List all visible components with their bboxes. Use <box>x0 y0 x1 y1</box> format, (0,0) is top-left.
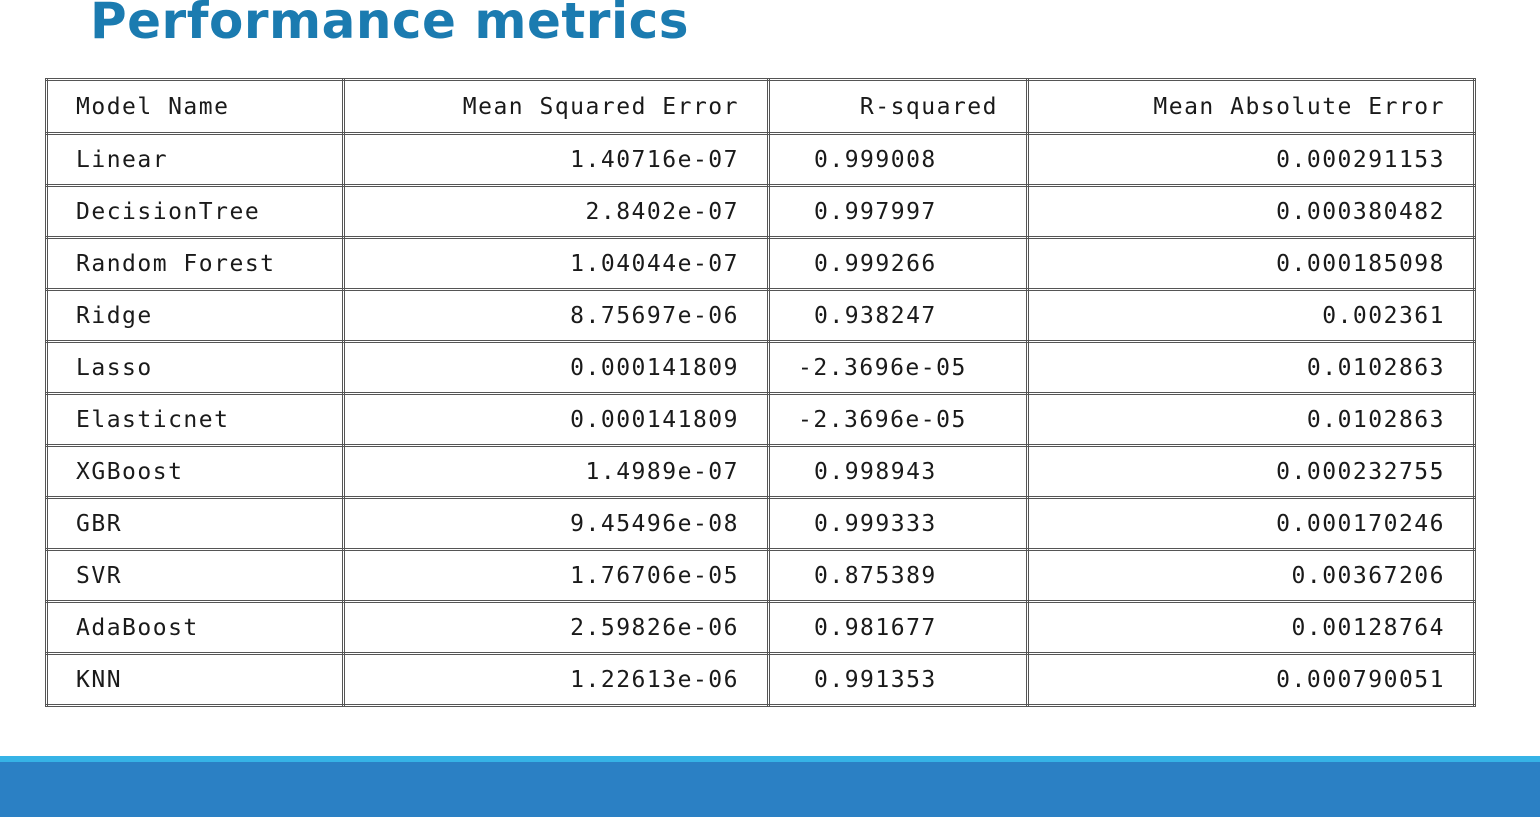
cell-mean-squared-error: 2.8402e-07 <box>342 184 770 239</box>
cell-mean-squared-error: 2.59826e-06 <box>342 600 770 655</box>
table-row: DecisionTree 2.8402e-07 0.997997 0.00038048… <box>45 184 1476 239</box>
table-row: Random Forest 1.04044e-07 0.999266 0.000185… <box>45 236 1476 291</box>
cell-model-name: AdaBoost <box>45 600 345 655</box>
table-row: Ridge 8.75697e-06 0.938247 0.002361 <box>45 288 1476 343</box>
cell-model-name: XGBoost <box>45 444 345 499</box>
cell-mean-absolute-error: 0.000291153 <box>1026 132 1476 187</box>
cell-r-squared: 0.998943 <box>767 444 1029 499</box>
table-row: Elasticnet 0.000141809 -2.3696e-05 0.010286… <box>45 392 1476 447</box>
page-title: Performance metrics <box>90 0 689 50</box>
cell-mean-absolute-error: 0.000185098 <box>1026 236 1476 291</box>
cell-mean-absolute-error: 0.000232755 <box>1026 444 1476 499</box>
cell-mean-absolute-error: 0.00128764 <box>1026 600 1476 655</box>
table-row: XGBoost 1.4989e-07 0.998943 0.000232755 <box>45 444 1476 499</box>
cell-mean-absolute-error: 0.000380482 <box>1026 184 1476 239</box>
cell-model-name: KNN <box>45 652 345 707</box>
cell-model-name: GBR <box>45 496 345 551</box>
header-model-name: Model Name <box>45 78 345 135</box>
table-header-row: Model Name Mean Squared Error R-squared … <box>45 78 1476 135</box>
cell-r-squared: 0.999333 <box>767 496 1029 551</box>
cell-mean-squared-error: 0.000141809 <box>342 392 770 447</box>
cell-r-squared: -2.3696e-05 <box>767 392 1029 447</box>
cell-model-name: Random Forest <box>45 236 345 291</box>
cell-model-name: SVR <box>45 548 345 603</box>
table-row: KNN 1.22613e-06 0.991353 0.000790051 <box>45 652 1476 707</box>
header-mean-absolute-error: Mean Absolute Error <box>1026 78 1476 135</box>
cell-mean-squared-error: 1.40716e-07 <box>342 132 770 187</box>
cell-mean-absolute-error: 0.0102863 <box>1026 340 1476 395</box>
cell-r-squared: -2.3696e-05 <box>767 340 1029 395</box>
metrics-table-container: Model Name Mean Squared Error R-squared … <box>45 78 1476 707</box>
cell-mean-squared-error: 9.45496e-08 <box>342 496 770 551</box>
cell-mean-squared-error: 1.04044e-07 <box>342 236 770 291</box>
cell-model-name: Linear <box>45 132 345 187</box>
metrics-table: Model Name Mean Squared Error R-squared … <box>45 78 1476 707</box>
cell-mean-squared-error: 1.4989e-07 <box>342 444 770 499</box>
cell-mean-absolute-error: 0.002361 <box>1026 288 1476 343</box>
cell-r-squared: 0.875389 <box>767 548 1029 603</box>
footer-accent-line <box>0 756 1540 762</box>
cell-r-squared: 0.999008 <box>767 132 1029 187</box>
cell-model-name: Ridge <box>45 288 345 343</box>
cell-mean-absolute-error: 0.000170246 <box>1026 496 1476 551</box>
table-row: SVR 1.76706e-05 0.875389 0.00367206 <box>45 548 1476 603</box>
cell-mean-squared-error: 1.76706e-05 <box>342 548 770 603</box>
cell-mean-absolute-error: 0.0102863 <box>1026 392 1476 447</box>
cell-r-squared: 0.938247 <box>767 288 1029 343</box>
table-row: AdaBoost 2.59826e-06 0.981677 0.00128764 <box>45 600 1476 655</box>
table-row: Linear 1.40716e-07 0.999008 0.000291153 <box>45 132 1476 187</box>
cell-mean-squared-error: 0.000141809 <box>342 340 770 395</box>
footer-bar <box>0 762 1540 817</box>
table-row: GBR 9.45496e-08 0.999333 0.000170246 <box>45 496 1476 551</box>
cell-mean-absolute-error: 0.00367206 <box>1026 548 1476 603</box>
cell-r-squared: 0.991353 <box>767 652 1029 707</box>
header-mean-squared-error: Mean Squared Error <box>342 78 770 135</box>
header-r-squared: R-squared <box>767 78 1029 135</box>
cell-mean-absolute-error: 0.000790051 <box>1026 652 1476 707</box>
cell-r-squared: 0.997997 <box>767 184 1029 239</box>
cell-model-name: Elasticnet <box>45 392 345 447</box>
table-body: Linear 1.40716e-07 0.999008 0.000291153 Deci… <box>45 132 1476 707</box>
cell-model-name: DecisionTree <box>45 184 345 239</box>
cell-r-squared: 0.981677 <box>767 600 1029 655</box>
cell-r-squared: 0.999266 <box>767 236 1029 291</box>
cell-model-name: Lasso <box>45 340 345 395</box>
cell-mean-squared-error: 1.22613e-06 <box>342 652 770 707</box>
cell-mean-squared-error: 8.75697e-06 <box>342 288 770 343</box>
table-row: Lasso 0.000141809 -2.3696e-05 0.0102863 <box>45 340 1476 395</box>
